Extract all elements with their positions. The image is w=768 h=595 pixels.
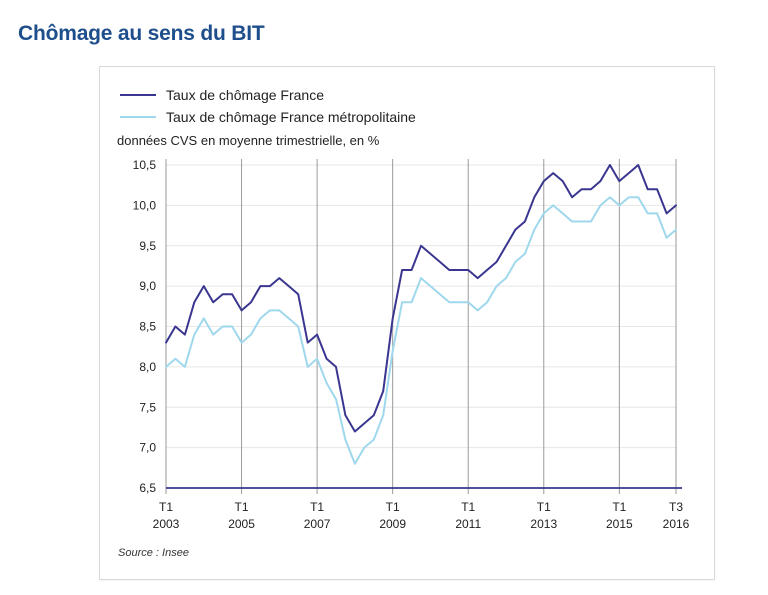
x-tick-label-quarter: T1 [461,500,475,514]
x-tick-label-year: 2009 [379,517,406,531]
x-tick-label-quarter: T1 [159,500,173,514]
series-line-metropole [165,196,677,465]
chart-legend: Taux de chômage France Taux de chômage F… [120,84,416,128]
chart-source: Source : Insee [118,547,189,559]
series-line-france [165,164,677,433]
y-tick-label: 9,0 [139,279,156,293]
x-tick-label-quarter: T1 [386,500,400,514]
y-tick-label: 10,5 [133,158,157,172]
x-tick-label-year: 2016 [663,517,690,531]
legend-swatch-france [120,94,156,96]
x-tick-label-quarter: T1 [612,500,626,514]
y-tick-label: 8,0 [139,360,156,374]
x-tick-label-quarter: T1 [537,500,551,514]
legend-item-france: Taux de chômage France [120,84,416,106]
legend-label-france: Taux de chômage France [166,87,324,103]
x-tick-label-quarter: T1 [235,500,249,514]
y-tick-label: 7,0 [139,441,156,455]
y-tick-label: 9,5 [139,239,156,253]
y-tick-label: 7,5 [139,400,156,414]
x-tick-label-year: 2005 [228,517,255,531]
chart-card: Taux de chômage France Taux de chômage F… [99,66,715,580]
legend-item-metropole: Taux de chômage France métropolitaine [120,106,416,128]
legend-swatch-metropole [120,116,156,118]
y-tick-label: 10,0 [133,198,157,212]
y-tick-label: 8,5 [139,320,156,334]
x-tick-label-quarter: T3 [669,500,683,514]
x-tick-label-year: 2013 [530,517,557,531]
page-title: Chômage au sens du BIT [18,22,265,45]
legend-label-metropole: Taux de chômage France métropolitaine [166,109,416,125]
x-tick-label-quarter: T1 [310,500,324,514]
y-tick-label: 6,5 [139,481,156,495]
x-tick-label-year: 2007 [304,517,331,531]
x-tick-label-year: 2003 [153,517,180,531]
unemployment-line-chart: 6,5 7,0 7,5 8,0 8,5 9,0 9,5 10,0 10,5 T1 2003 T1 200… [133,158,690,531]
x-tick-label-year: 2011 [455,517,481,531]
x-tick-label-year: 2015 [606,517,633,531]
chart-subtitle: données CVS en moyenne trimestrielle, en… [117,133,380,148]
